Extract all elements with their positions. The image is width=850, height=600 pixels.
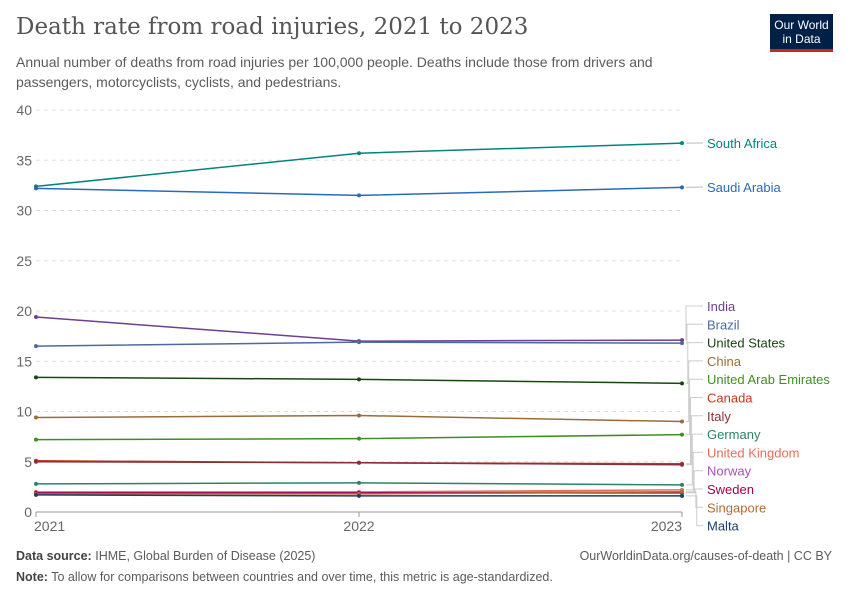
data-point xyxy=(680,462,684,467)
series-label: United Kingdom xyxy=(707,445,800,460)
data-point xyxy=(357,493,361,498)
y-tick-label: 5 xyxy=(24,454,32,470)
data-point xyxy=(680,341,684,346)
series-label: United Arab Emirates xyxy=(707,372,830,387)
note-label: Note: xyxy=(16,570,48,584)
x-tick-label: 2022 xyxy=(343,518,374,534)
data-point xyxy=(357,377,361,382)
label-connector xyxy=(686,360,703,423)
note-line: Note: To allow for comparisons between c… xyxy=(16,570,553,584)
y-tick-label: 40 xyxy=(16,102,32,118)
y-tick-label: 15 xyxy=(16,353,32,369)
label-connector xyxy=(686,397,703,465)
chart-subtitle: Annual number of deaths from road injuri… xyxy=(16,54,653,90)
data-point xyxy=(680,185,684,190)
y-tick-label: 0 xyxy=(24,504,32,520)
y-tick-label: 25 xyxy=(16,253,32,269)
series-label: India xyxy=(707,299,736,314)
series-label: Saudi Arabia xyxy=(707,180,781,195)
data-point xyxy=(680,489,684,494)
data-point xyxy=(680,338,684,343)
data-point xyxy=(357,340,361,345)
x-tick-label: 2021 xyxy=(34,518,65,534)
label-connector xyxy=(686,491,703,508)
source-text[interactable]: IHME, Global Burden of Disease (2025) xyxy=(95,549,316,563)
data-point xyxy=(357,460,361,465)
source-url[interactable]: OurWorldinData.org/causes-of-death | CC … xyxy=(579,549,832,563)
data-point xyxy=(357,480,361,485)
data-point xyxy=(357,436,361,441)
label-connector xyxy=(686,495,703,527)
data-point xyxy=(34,315,38,320)
data-point xyxy=(680,493,684,498)
series-label: Sweden xyxy=(707,482,754,497)
x-tick-label: 2023 xyxy=(651,518,682,534)
chart-title: Death rate from road injuries, 2021 to 2… xyxy=(16,14,529,40)
series-label: Germany xyxy=(707,427,761,442)
data-point xyxy=(34,344,38,349)
label-connector xyxy=(685,305,703,341)
y-tick-label: 30 xyxy=(16,203,32,219)
series-label: South Africa xyxy=(707,136,778,151)
y-tick-label: 20 xyxy=(16,303,32,319)
series-label: Malta xyxy=(707,519,740,534)
data-point xyxy=(34,186,38,191)
series-label: Norway xyxy=(707,464,752,479)
data-point xyxy=(34,437,38,442)
owid-logo[interactable]: Our World in Data xyxy=(770,14,833,52)
data-point xyxy=(357,193,361,198)
series-label: Italy xyxy=(707,409,731,424)
data-point xyxy=(34,459,38,464)
series-label: Brazil xyxy=(707,317,740,332)
note-text: To allow for comparisons between countri… xyxy=(51,570,553,584)
source-label: Data source: xyxy=(16,549,92,563)
label-connector xyxy=(686,323,703,344)
label-connector xyxy=(686,488,703,494)
data-point xyxy=(680,419,684,424)
data-point xyxy=(357,413,361,418)
series-label: United States xyxy=(707,336,786,351)
label-connector xyxy=(686,433,703,486)
data-point xyxy=(680,381,684,386)
source-line: Data source: IHME, Global Burden of Dise… xyxy=(16,549,315,563)
data-point xyxy=(357,151,361,156)
label-connector xyxy=(686,342,703,384)
series-label: Canada xyxy=(707,391,753,406)
label-connector xyxy=(686,378,703,436)
series-label: China xyxy=(707,354,742,369)
y-tick-label: 10 xyxy=(16,404,32,420)
data-point xyxy=(680,141,684,146)
data-point xyxy=(680,482,684,487)
series-label: Singapore xyxy=(707,500,766,515)
data-point xyxy=(34,375,38,380)
y-tick-label: 35 xyxy=(16,152,32,168)
data-point xyxy=(34,415,38,420)
series-line-india xyxy=(35,316,683,342)
data-point xyxy=(34,481,38,486)
series-line-south-africa xyxy=(35,142,683,188)
label-connector xyxy=(686,451,703,491)
label-connector xyxy=(686,415,703,466)
data-point xyxy=(34,492,38,497)
data-point xyxy=(680,432,684,437)
